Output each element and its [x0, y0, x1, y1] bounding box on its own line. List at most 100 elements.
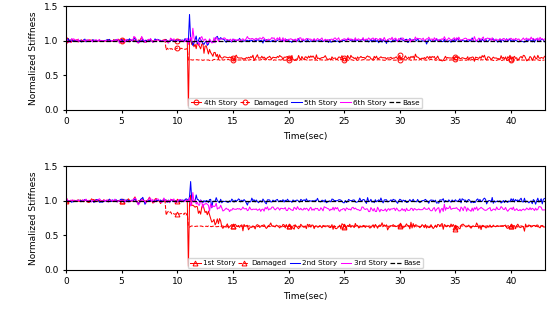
- 5th Story: [541, 40, 548, 44]
- 5th Story: [472, 39, 479, 43]
- Base: [82, 39, 89, 42]
- 3rd Story: [513, 207, 520, 210]
- Line: Damaged: Damaged: [64, 38, 547, 63]
- 4th Story: [541, 55, 548, 58]
- Damaged: [81, 198, 88, 202]
- Base: [229, 199, 236, 203]
- X-axis label: Time(sec): Time(sec): [283, 292, 327, 301]
- Base: [77, 39, 84, 42]
- 5th Story: [190, 44, 196, 47]
- 2nd Story: [508, 197, 514, 201]
- Line: Damaged: Damaged: [64, 198, 547, 230]
- 2nd Story: [82, 198, 89, 202]
- 4th Story: [232, 55, 239, 59]
- 4th Story: [185, 104, 192, 108]
- 1st Story: [185, 264, 192, 268]
- 4th Story: [472, 55, 479, 59]
- 2nd Story: [513, 199, 520, 203]
- Damaged: [541, 58, 548, 62]
- 5th Story: [232, 40, 239, 44]
- 5th Story: [82, 40, 89, 44]
- Base: [505, 199, 512, 203]
- Damaged: [77, 199, 84, 203]
- Damaged: [471, 225, 478, 228]
- Damaged: [63, 199, 69, 203]
- Base: [470, 39, 477, 42]
- 5th Story: [63, 38, 69, 42]
- 6th Story: [513, 37, 520, 41]
- 5th Story: [513, 39, 520, 43]
- Damaged: [82, 38, 89, 42]
- Line: 6th Story: 6th Story: [66, 28, 544, 45]
- 2nd Story: [472, 200, 479, 204]
- Base: [541, 199, 548, 203]
- Damaged: [508, 224, 514, 228]
- Base: [63, 199, 69, 203]
- 1st Story: [82, 198, 89, 202]
- Y-axis label: Normalized Stiffness: Normalized Stiffness: [30, 171, 38, 265]
- 4th Story: [82, 39, 89, 42]
- 3rd Story: [190, 191, 196, 194]
- 4th Story: [513, 56, 520, 60]
- Base: [505, 39, 512, 42]
- 1st Story: [77, 198, 84, 202]
- Line: 1st Story: 1st Story: [64, 193, 547, 269]
- 1st Story: [508, 224, 514, 228]
- 2nd Story: [77, 199, 84, 202]
- 3rd Story: [63, 199, 69, 203]
- 1st Story: [232, 222, 239, 226]
- 4th Story: [77, 39, 84, 43]
- Damaged: [63, 38, 69, 42]
- Damaged: [481, 226, 488, 229]
- Line: 2nd Story: 2nd Story: [66, 182, 544, 208]
- Damaged: [117, 38, 124, 42]
- 2nd Story: [63, 199, 69, 203]
- Base: [511, 39, 518, 42]
- 5th Story: [77, 38, 84, 42]
- 4th Story: [139, 36, 145, 39]
- Line: 4th Story: 4th Story: [64, 35, 547, 108]
- Y-axis label: Normalized Stiffness: Normalized Stiffness: [30, 11, 38, 104]
- 6th Story: [472, 38, 479, 42]
- 6th Story: [508, 36, 514, 40]
- Base: [511, 199, 518, 203]
- Damaged: [513, 58, 520, 62]
- Damaged: [541, 224, 548, 228]
- 3rd Story: [472, 207, 479, 211]
- 3rd Story: [541, 208, 548, 212]
- 5th Story: [186, 13, 193, 16]
- Base: [82, 199, 89, 203]
- Legend: 1st Story, Damaged, 2nd Story, 3rd Story, Base: 1st Story, Damaged, 2nd Story, 3rd Story…: [188, 258, 423, 268]
- Legend: 4th Story, Damaged, 5th Story, 6th Story, Base: 4th Story, Damaged, 5th Story, 6th Story…: [188, 98, 422, 108]
- 3rd Story: [437, 211, 443, 215]
- Base: [63, 39, 69, 42]
- Damaged: [231, 224, 238, 228]
- 2nd Story: [232, 198, 239, 202]
- 2nd Story: [188, 180, 194, 184]
- Base: [77, 199, 84, 203]
- 1st Story: [63, 198, 69, 202]
- 1st Story: [472, 224, 479, 228]
- 1st Story: [513, 224, 520, 228]
- 6th Story: [541, 37, 548, 41]
- Damaged: [84, 199, 90, 203]
- Damaged: [208, 59, 215, 63]
- 6th Story: [190, 26, 196, 30]
- 6th Story: [232, 38, 239, 41]
- 3rd Story: [82, 197, 89, 201]
- Line: 3rd Story: 3rd Story: [66, 193, 544, 213]
- Base: [470, 199, 477, 203]
- X-axis label: Time(sec): Time(sec): [283, 132, 327, 141]
- 2nd Story: [208, 206, 215, 210]
- 4th Story: [63, 38, 69, 42]
- 3rd Story: [77, 200, 84, 204]
- Damaged: [508, 58, 514, 62]
- 1st Story: [541, 225, 548, 229]
- 2nd Story: [541, 197, 548, 200]
- 3rd Story: [508, 206, 514, 210]
- 3rd Story: [231, 207, 238, 211]
- 1st Story: [188, 193, 194, 197]
- 6th Story: [63, 39, 69, 42]
- 6th Story: [196, 43, 203, 47]
- 6th Story: [77, 39, 84, 43]
